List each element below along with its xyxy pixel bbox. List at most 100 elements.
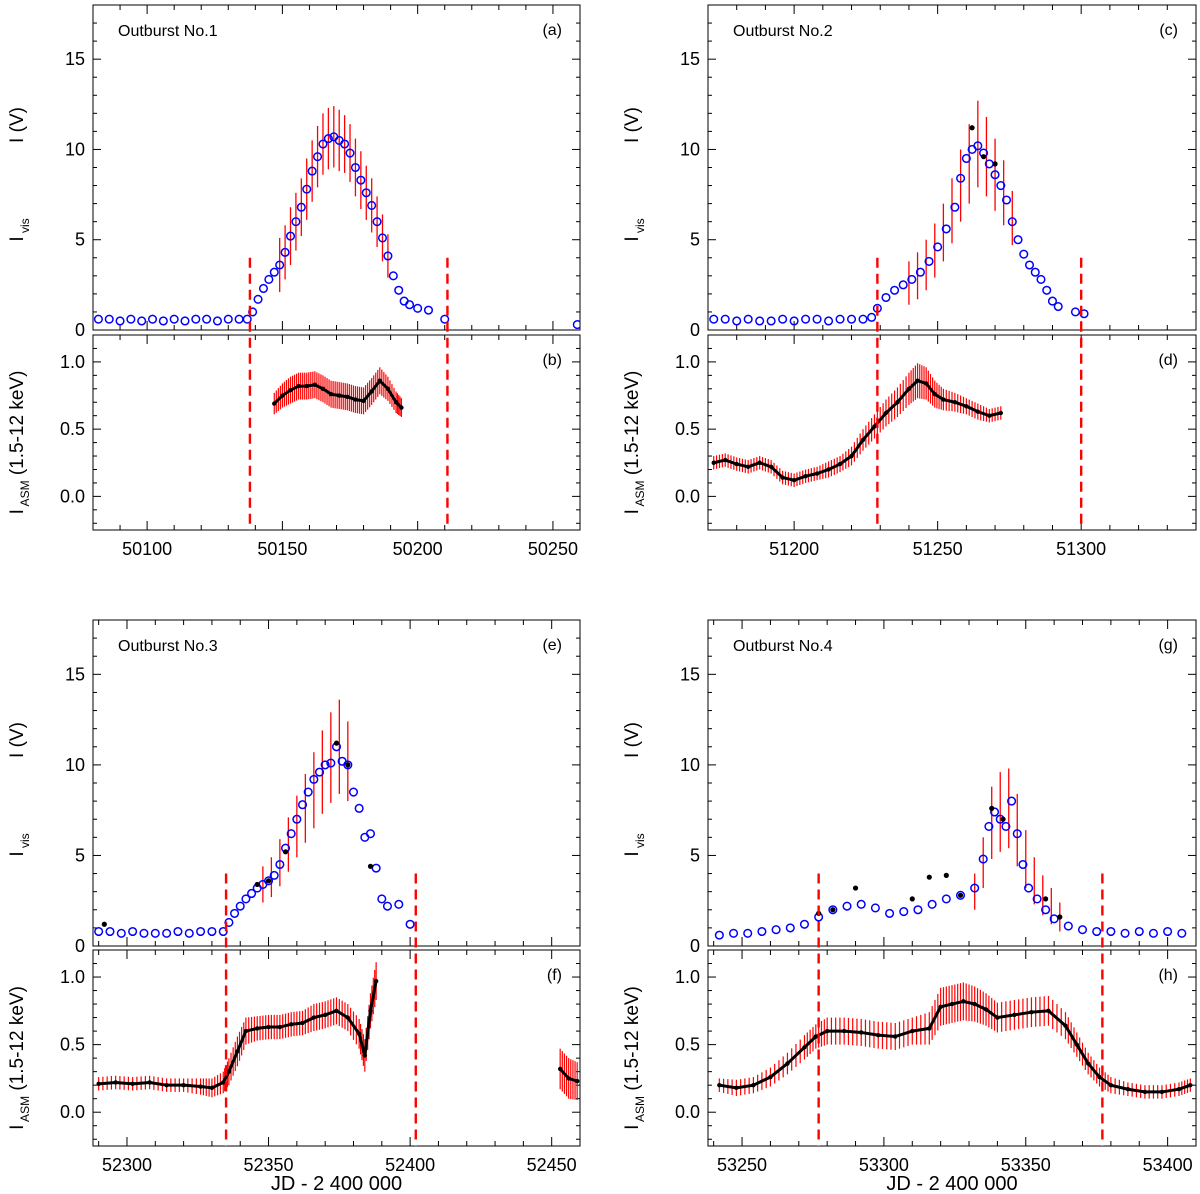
x-axis-label: JD - 2 400 000 [886,1173,1017,1194]
optical-point [1070,307,1080,317]
optical-point [1013,235,1023,245]
x-tick-label: 51300 [1056,539,1106,559]
other-optical-point [282,849,289,855]
optical-point [1018,859,1028,870]
optical-point [846,314,857,324]
optical-point [785,923,795,933]
panel-frame [707,4,1197,331]
optical-point [139,928,149,938]
optical-point [285,231,296,241]
optical-point [275,260,285,270]
x-tick-label: 50200 [393,539,443,559]
optical-point [377,233,388,243]
y-tick-label: 1.0 [675,352,700,372]
optical-point [1019,249,1029,259]
optical-point [990,170,1000,180]
optical-point [314,767,325,777]
panel-letter: (h) [1158,967,1178,984]
panel-title: Outburst No.2 [733,23,833,40]
asm-point [377,378,382,383]
asm-point [1125,1087,1131,1092]
optical-point [280,247,290,257]
optical-point [1036,274,1046,284]
asm-point [717,1082,722,1088]
asm-point [876,1032,881,1038]
asm-point [304,383,309,389]
optical-point [898,280,908,290]
optical-point [340,139,350,149]
y-tick-label: 10 [65,139,85,159]
other-optical-point [333,740,340,746]
chart-outburst-3: 0 5 10 15 (e) I (V) I vis 0.0 0.5 1.0 (f) I ASM (1.… [7,619,581,1194]
optical-point [778,314,788,324]
optical-point [361,188,371,198]
optical-point [1063,921,1073,931]
asm-point [337,393,342,398]
optical-point [984,821,994,832]
optical-point [93,314,103,324]
x-axis-label: JD - 2 400 000 [271,1173,402,1194]
asm-point [893,1034,898,1039]
asm-point [872,424,877,429]
x-tick-label: 53300 [859,1155,909,1175]
asm-point [288,387,293,393]
optical-point [196,926,206,937]
asm-point [941,397,946,402]
asm-point [181,1082,186,1088]
optical-point [913,905,923,915]
optical-point [286,829,296,839]
x-tick-label: 50250 [528,539,578,559]
y-axis-label-asm: I ASM (1.5-12 keV) [622,371,647,515]
asm-point [849,453,854,459]
optical-point [356,175,366,185]
optical-point [104,314,114,324]
optical-point [309,774,319,784]
optical-point [1049,914,1059,924]
optical-point [440,314,450,324]
optical-point [812,314,822,324]
optical-point [116,928,126,938]
x-tick-label: 52350 [244,1155,294,1175]
other-optical-point [265,878,272,884]
asm-point [802,1045,807,1050]
optical-point [1030,267,1040,277]
optical-point [405,919,415,929]
asm-point [961,999,966,1004]
panel-letter: (g) [1158,637,1178,654]
y-axis-label-v: I (V) [7,107,28,143]
data-layer [94,699,415,938]
asm-point [1188,1082,1193,1088]
asm-point [923,381,929,386]
asm-point [785,1061,790,1066]
optical-point [241,894,251,904]
asm-point [226,1069,232,1074]
asm-point [1074,1042,1080,1047]
y-axis-label-vis: I vis [7,833,32,856]
asm-point [311,1015,317,1020]
y-tick-label: 5 [75,845,85,865]
asm-point [362,1053,368,1058]
data-layer [717,982,1193,1099]
optical-point [1041,905,1051,915]
data-layer [711,363,1003,487]
optical-point [1001,195,1012,205]
asm-point [975,409,981,414]
optical-point [1163,926,1173,937]
optical-point [126,314,136,324]
panel-letter: (a) [542,22,562,39]
optical-point [367,200,377,210]
asm-point [824,1028,830,1034]
optical-point [973,141,983,151]
panel-title: Outburst No.1 [118,23,218,40]
optical-point [297,800,308,810]
optical-point [303,787,313,797]
asm-point [826,467,831,472]
asm-point [1046,1008,1051,1014]
y-tick-label: 0.0 [60,1102,85,1122]
asm-point [361,398,366,404]
asm-point [910,1028,915,1034]
optical-point [230,908,240,918]
asm-point [272,401,277,406]
y-axis-label-vis: I vis [7,218,32,241]
panel-top: 0 5 10 15 (a) I (V) I vis [7,4,581,340]
